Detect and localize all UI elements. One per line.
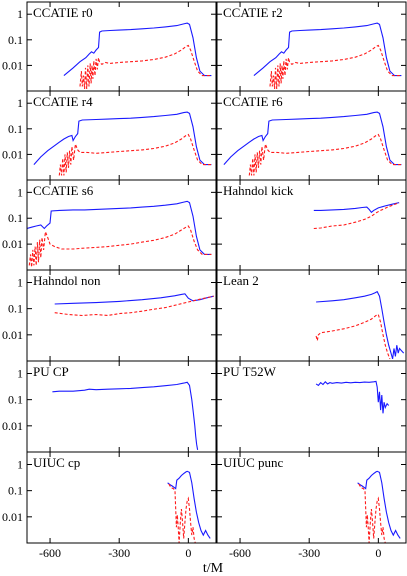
- ytick-label: 1: [17, 457, 23, 471]
- ytick-label: 0.1: [8, 302, 23, 316]
- panel-0-series-dashed: [79, 44, 212, 90]
- panel-2-series-dashed: [58, 133, 212, 176]
- ytick-label: 1: [17, 185, 23, 199]
- ytick-label: 0.01: [2, 58, 23, 72]
- panel-title: Hahndol kick: [223, 183, 294, 198]
- ytick-label: 1: [17, 275, 23, 289]
- panels-layer: 1 0.1 0.01 CCATIE r0 CCATIE r2 1 0.1 0.01 CCATIE…: [2, 1, 407, 544]
- panel-5-series-dashed: [313, 202, 400, 230]
- panel-5: Hahndol kick: [216, 179, 407, 271]
- panel-1-series-solid: [253, 22, 402, 77]
- panel-10-series-dashed: [168, 483, 196, 543]
- panel-0-series-solid: [63, 22, 212, 77]
- panel-3: CCATIE r6: [216, 90, 407, 181]
- panel-6-series-dashed: [54, 295, 214, 317]
- ytick-label: 0.1: [8, 393, 23, 407]
- panel-11: UIUC punc: [216, 451, 407, 544]
- panel-8: 1 0.1 0.01 PU CP: [2, 360, 217, 453]
- ytick-label: 0.1: [8, 122, 23, 136]
- panel-1: CCATIE r2: [216, 1, 407, 92]
- x-axis: -600 -300 0 -600 -300 0: [39, 546, 381, 560]
- panel-title: UIUC cp: [33, 455, 80, 470]
- panel-2-series-solid: [33, 111, 212, 166]
- panel-title: PU T52W: [223, 364, 277, 379]
- panel-4: 1 0.1 0.01 CCATIE s6: [2, 179, 217, 271]
- panel-5-series-solid: [313, 202, 400, 214]
- xtick-label: -600: [229, 546, 251, 560]
- x-axis-title: t/M: [203, 561, 224, 576]
- xtick-label: -300: [298, 546, 320, 560]
- panel-8-series-solid: [52, 381, 199, 450]
- panel-title: CCATIE r2: [223, 5, 283, 20]
- panel-1-series-dashed: [269, 44, 402, 90]
- xtick-label: 0: [375, 546, 381, 560]
- panel-3-series-solid: [223, 111, 402, 166]
- panel-10-series-solid: [167, 470, 211, 539]
- panel-4-series-dashed: [28, 225, 212, 268]
- panel-7: Lean 2: [216, 269, 407, 362]
- ytick-label: 0.1: [8, 484, 23, 498]
- ytick-label: 0.01: [2, 237, 23, 251]
- xtick-label: -600: [39, 546, 61, 560]
- panel-2: 1 0.1 0.01 CCATIE r4: [2, 90, 217, 181]
- xtick-label: 0: [185, 546, 191, 560]
- ytick-label: 0.01: [2, 328, 23, 342]
- ytick-label: 1: [17, 7, 23, 21]
- panel-title: Lean 2: [223, 273, 259, 288]
- panel-title: UIUC punc: [223, 455, 284, 470]
- panel-title: PU CP: [33, 364, 69, 379]
- panel-6-series-solid: [54, 293, 214, 305]
- panel-6: 1 0.1 0.01 Hahndol non: [2, 269, 217, 362]
- ytick-label: 1: [17, 366, 23, 380]
- ytick-label: 0.01: [2, 147, 23, 161]
- panel-7-series-dashed: [315, 313, 391, 360]
- panel-4-series-solid: [27, 200, 212, 255]
- ytick-label: 1: [17, 96, 23, 110]
- panel-11-series-dashed: [358, 483, 386, 543]
- panel-10: 1 0.1 0.01 UIUC cp: [2, 451, 217, 544]
- panel-11-series-solid: [357, 470, 401, 539]
- panel-9: PU T52W: [216, 360, 407, 453]
- ytick-label: 0.1: [8, 211, 23, 225]
- panel-9-series-solid: [315, 380, 390, 414]
- panel-3-series-dashed: [248, 133, 402, 176]
- panel-title: Hahndol non: [33, 273, 101, 288]
- ytick-label: 0.1: [8, 33, 23, 47]
- panel-10-frame: [26, 451, 217, 544]
- panel-7-series-solid: [316, 290, 405, 360]
- ytick-label: 0.01: [2, 510, 23, 524]
- ytick-label: 0.01: [2, 419, 23, 433]
- panel-title: CCATIE r0: [33, 5, 93, 20]
- panel-title: CCATIE r4: [33, 94, 93, 109]
- panel-11-frame: [216, 451, 407, 544]
- panel-0: 1 0.1 0.01 CCATIE r0: [2, 1, 217, 92]
- xtick-label: -300: [108, 546, 130, 560]
- panel-title: CCATIE s6: [33, 183, 94, 198]
- panel-title: CCATIE r6: [223, 94, 283, 109]
